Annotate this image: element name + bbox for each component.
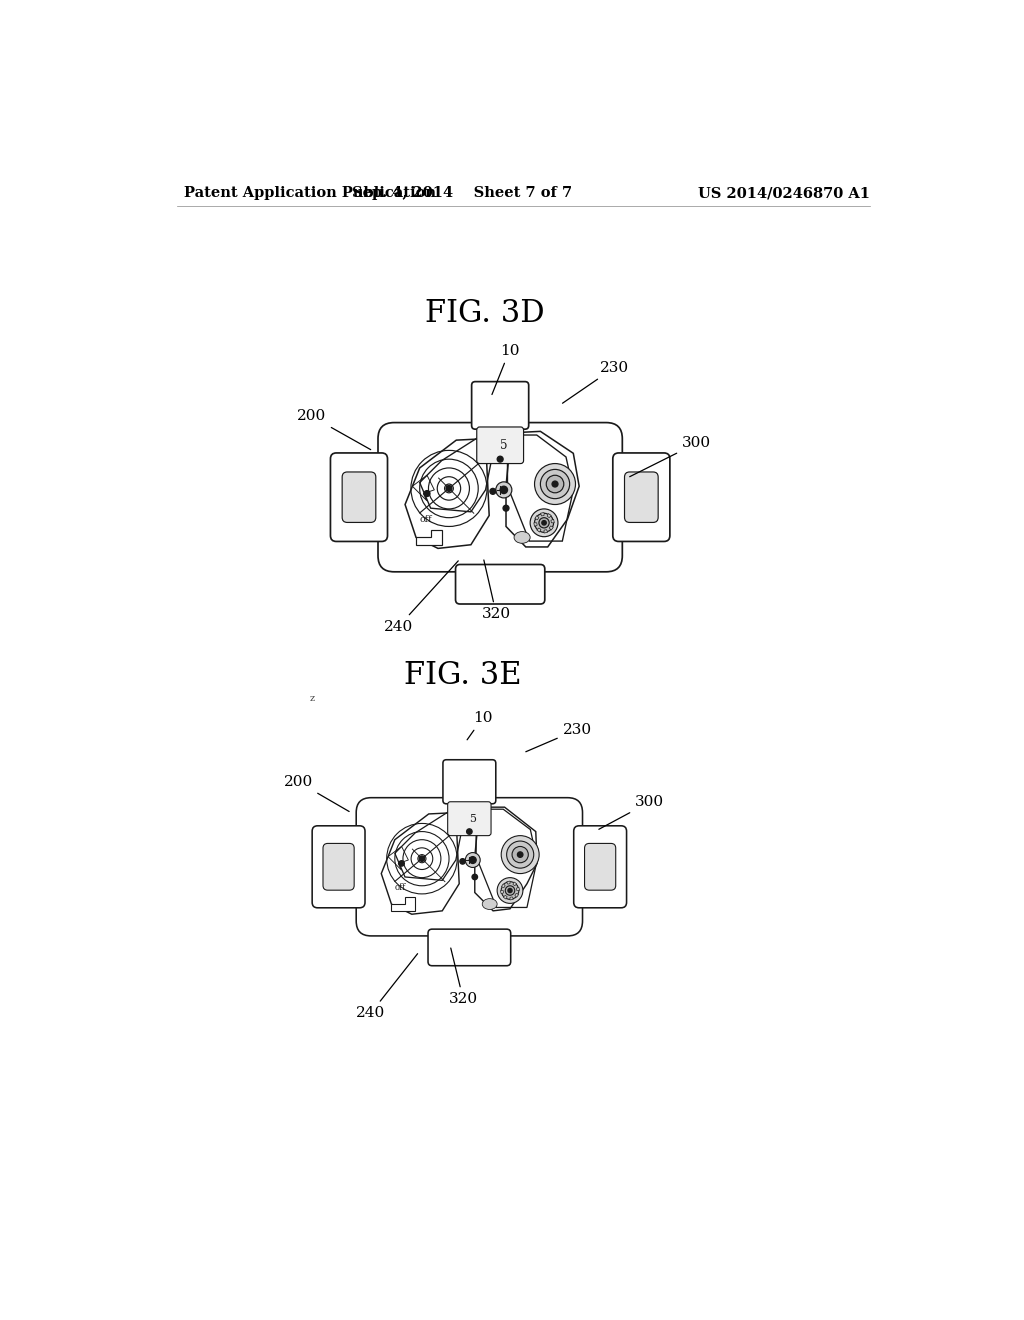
Polygon shape	[515, 894, 518, 898]
Circle shape	[541, 470, 569, 499]
Polygon shape	[501, 891, 504, 894]
Text: 240: 240	[356, 953, 418, 1020]
FancyBboxPatch shape	[323, 843, 354, 890]
FancyBboxPatch shape	[456, 565, 545, 605]
Text: 320: 320	[481, 560, 511, 622]
Circle shape	[469, 857, 476, 863]
Circle shape	[503, 506, 509, 511]
Polygon shape	[541, 512, 544, 516]
Circle shape	[497, 878, 523, 903]
Text: off: off	[420, 515, 432, 524]
Circle shape	[460, 859, 465, 865]
Circle shape	[467, 829, 472, 834]
Polygon shape	[502, 884, 505, 887]
Text: 10: 10	[492, 345, 519, 395]
Circle shape	[535, 463, 575, 504]
Circle shape	[552, 480, 558, 487]
FancyBboxPatch shape	[447, 801, 492, 836]
Text: 200: 200	[284, 775, 349, 812]
Circle shape	[530, 510, 558, 537]
Text: 300: 300	[630, 437, 711, 477]
Text: 300: 300	[599, 795, 665, 829]
Circle shape	[424, 491, 430, 496]
Text: 5: 5	[500, 440, 508, 453]
Circle shape	[465, 853, 480, 867]
Circle shape	[535, 513, 554, 532]
Circle shape	[419, 855, 425, 862]
Text: Sep. 4, 2014    Sheet 7 of 7: Sep. 4, 2014 Sheet 7 of 7	[351, 186, 571, 201]
Text: 230: 230	[525, 723, 592, 752]
Text: 5: 5	[469, 814, 476, 825]
Circle shape	[539, 517, 549, 528]
Circle shape	[542, 520, 546, 525]
Circle shape	[546, 475, 564, 492]
Polygon shape	[507, 880, 510, 884]
Text: US 2014/0246870 A1: US 2014/0246870 A1	[697, 186, 869, 201]
Circle shape	[496, 482, 512, 498]
FancyBboxPatch shape	[428, 929, 511, 966]
FancyBboxPatch shape	[356, 797, 583, 936]
Text: Patent Application Publication: Patent Application Publication	[184, 186, 436, 201]
FancyBboxPatch shape	[625, 473, 658, 523]
Polygon shape	[534, 523, 538, 527]
Circle shape	[399, 861, 404, 866]
FancyBboxPatch shape	[342, 473, 376, 523]
FancyBboxPatch shape	[573, 826, 627, 908]
Polygon shape	[535, 516, 539, 520]
Text: 320: 320	[449, 948, 478, 1006]
Polygon shape	[510, 896, 513, 900]
FancyBboxPatch shape	[312, 826, 365, 908]
Ellipse shape	[514, 532, 530, 544]
FancyBboxPatch shape	[612, 453, 670, 541]
Polygon shape	[504, 895, 507, 899]
Polygon shape	[547, 513, 551, 517]
Polygon shape	[551, 519, 554, 523]
FancyBboxPatch shape	[443, 760, 496, 804]
Circle shape	[505, 886, 515, 895]
Text: FIG. 3E: FIG. 3E	[404, 660, 522, 692]
Circle shape	[501, 836, 540, 874]
Text: 240: 240	[384, 561, 459, 634]
Ellipse shape	[482, 899, 497, 909]
FancyBboxPatch shape	[331, 453, 387, 541]
Polygon shape	[513, 882, 517, 886]
Text: FIG. 3D: FIG. 3D	[425, 298, 545, 330]
Polygon shape	[544, 529, 548, 533]
Text: 230: 230	[562, 360, 629, 403]
Circle shape	[507, 841, 534, 869]
Text: off: off	[395, 883, 407, 891]
Circle shape	[472, 874, 477, 879]
Circle shape	[508, 888, 512, 892]
FancyBboxPatch shape	[378, 422, 623, 572]
Circle shape	[489, 488, 496, 494]
Circle shape	[446, 486, 452, 491]
FancyBboxPatch shape	[585, 843, 615, 890]
Polygon shape	[416, 531, 441, 545]
FancyBboxPatch shape	[472, 381, 528, 429]
Circle shape	[517, 851, 523, 857]
Polygon shape	[549, 525, 553, 531]
Text: 10: 10	[467, 711, 493, 739]
Circle shape	[501, 882, 519, 899]
Text: 200: 200	[297, 409, 371, 450]
Circle shape	[498, 457, 503, 462]
Text: z: z	[309, 694, 314, 704]
Circle shape	[500, 486, 508, 494]
Polygon shape	[516, 887, 519, 891]
Polygon shape	[537, 528, 541, 532]
Polygon shape	[391, 898, 415, 911]
FancyBboxPatch shape	[477, 426, 523, 463]
Circle shape	[512, 846, 528, 863]
